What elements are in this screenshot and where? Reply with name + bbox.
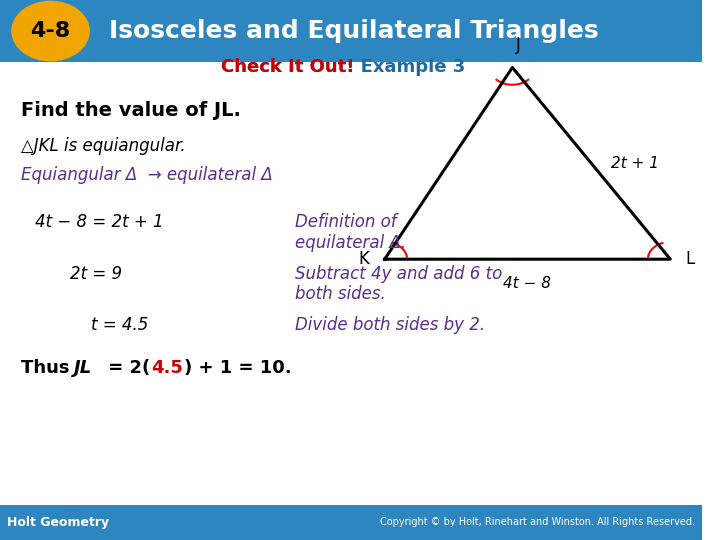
Text: Thus: Thus <box>21 359 76 377</box>
Text: Divide both sides by 2.: Divide both sides by 2. <box>294 316 485 334</box>
Text: Equiangular Δ  → equilateral Δ: Equiangular Δ → equilateral Δ <box>21 166 273 185</box>
Text: 2t = 9: 2t = 9 <box>70 265 122 282</box>
Text: = 2(: = 2( <box>102 359 150 377</box>
Text: JL: JL <box>73 359 92 377</box>
Text: Holt Geometry: Holt Geometry <box>7 516 109 529</box>
Text: △JKL is equiangular.: △JKL is equiangular. <box>21 137 186 155</box>
Text: 4t − 8 = 2t + 1: 4t − 8 = 2t + 1 <box>35 213 163 231</box>
Text: Subtract 4y and add 6 to
both sides.: Subtract 4y and add 6 to both sides. <box>294 265 502 303</box>
FancyBboxPatch shape <box>0 505 702 540</box>
Text: 4-8: 4-8 <box>30 21 71 41</box>
Text: L: L <box>685 250 695 268</box>
Text: J: J <box>516 36 521 54</box>
Circle shape <box>12 2 89 60</box>
Text: ) + 1 = 10.: ) + 1 = 10. <box>184 359 292 377</box>
Text: Find the value of JL.: Find the value of JL. <box>21 101 241 120</box>
Text: Isosceles and Equilateral Triangles: Isosceles and Equilateral Triangles <box>109 19 598 43</box>
Text: 4t − 8: 4t − 8 <box>503 276 552 292</box>
FancyBboxPatch shape <box>0 0 702 62</box>
Text: t = 4.5: t = 4.5 <box>91 316 148 334</box>
Text: Check It Out!: Check It Out! <box>221 58 354 77</box>
Text: 4.5: 4.5 <box>151 359 183 377</box>
Text: Copyright © by Holt, Rinehart and Winston. All Rights Reserved.: Copyright © by Holt, Rinehart and Winsto… <box>380 517 695 528</box>
Text: 2t + 1: 2t + 1 <box>611 156 659 171</box>
Text: K: K <box>359 250 369 268</box>
Text: Definition of
equilateral Δ.: Definition of equilateral Δ. <box>294 213 406 252</box>
Text: Check It Out! Example 3: Check It Out! Example 3 <box>221 58 465 77</box>
